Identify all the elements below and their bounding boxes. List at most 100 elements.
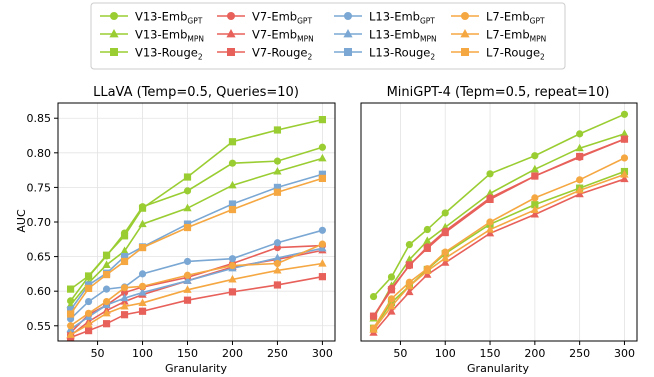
- data-point: [84, 327, 93, 335]
- data-point: [138, 219, 147, 228]
- data-point: [273, 188, 282, 196]
- data-point: [576, 176, 584, 184]
- data-point: [228, 180, 237, 189]
- data-point: [183, 276, 192, 284]
- data-point: [318, 153, 327, 162]
- data-point: [84, 272, 93, 280]
- data-point: [102, 297, 111, 306]
- data-point: [620, 170, 629, 178]
- data-point: [575, 143, 584, 152]
- legend-item: L7-Rouge2: [451, 46, 545, 62]
- x-tick-label: 50: [393, 347, 407, 360]
- data-point: [318, 259, 327, 267]
- legend-label: L13-EmbMPN: [369, 28, 437, 44]
- data-point: [387, 273, 396, 281]
- data-point: [530, 164, 539, 173]
- panel-title: MiniGPT-4 (Tepm=0.5, repeat=10): [387, 85, 610, 100]
- x-tick-label: 250: [267, 347, 288, 360]
- data-point: [441, 248, 449, 256]
- data-point: [441, 209, 449, 217]
- legend-label: V7-Rouge2: [252, 46, 313, 62]
- legend-marker: [344, 12, 352, 20]
- data-point: [530, 209, 539, 218]
- data-point: [84, 297, 93, 306]
- legend-marker: [343, 29, 353, 38]
- legend-marker: [110, 12, 118, 20]
- data-point: [120, 252, 129, 261]
- y-tick-label: 0.60: [27, 285, 52, 298]
- legend-label: V7-EmbGPT: [252, 10, 312, 26]
- data-point: [120, 257, 129, 266]
- x-tick-label: 150: [177, 347, 198, 360]
- legend-label: V13-EmbGPT: [135, 10, 203, 26]
- data-point: [138, 288, 147, 296]
- data-point: [531, 194, 539, 202]
- x-tick-label: 200: [524, 347, 545, 360]
- x-axis-label: Granularity: [467, 362, 529, 375]
- legend-item: V13-EmbGPT: [100, 10, 203, 26]
- data-point: [138, 204, 147, 212]
- legend-item: L13-EmbMPN: [334, 28, 437, 44]
- y-tick-label: 0.75: [27, 181, 52, 194]
- y-tick-label: 0.55: [27, 320, 52, 333]
- legend-item: V13-EmbMPN: [100, 28, 204, 44]
- data-point: [575, 185, 584, 194]
- legend-label: V13-EmbMPN: [135, 28, 204, 44]
- data-point: [423, 244, 431, 252]
- data-point: [387, 295, 396, 303]
- data-point: [183, 173, 192, 181]
- data-point: [485, 188, 495, 197]
- data-point: [273, 183, 282, 192]
- data-point: [486, 195, 494, 204]
- series-line: [372, 178, 625, 334]
- data-point: [423, 225, 431, 234]
- legend-label: L13-EmbGPT: [369, 10, 435, 26]
- y-tick-label: 0.80: [27, 147, 52, 160]
- series-group: [66, 116, 327, 342]
- legend-item: L13-EmbGPT: [334, 10, 435, 26]
- data-point: [441, 253, 450, 262]
- data-point: [138, 270, 147, 278]
- data-point: [423, 236, 432, 244]
- data-point: [486, 218, 494, 226]
- data-point: [620, 154, 629, 162]
- data-point: [102, 251, 111, 259]
- data-point: [66, 285, 75, 293]
- legend-item: V13-Rouge2: [100, 46, 203, 62]
- data-point: [369, 312, 378, 320]
- series-line: [372, 173, 625, 331]
- data-point: [318, 116, 327, 124]
- data-point: [531, 172, 539, 180]
- legend-label: L7-EmbGPT: [486, 10, 545, 26]
- x-tick-label: 100: [435, 347, 456, 360]
- legend-label: L7-Rouge2: [486, 46, 545, 62]
- data-point: [138, 282, 147, 290]
- data-point: [228, 138, 237, 146]
- data-point: [273, 239, 282, 247]
- data-point: [228, 200, 237, 208]
- data-point: [183, 271, 192, 279]
- data-point: [138, 243, 147, 252]
- legend-marker: [226, 29, 236, 38]
- legend-label: L7-EmbMPN: [486, 28, 546, 44]
- data-point: [183, 285, 192, 293]
- data-point: [318, 226, 327, 234]
- y-tick-label: 0.85: [27, 112, 52, 125]
- data-point: [228, 288, 237, 296]
- data-point: [369, 292, 378, 301]
- data-point: [620, 174, 629, 183]
- data-point: [102, 285, 111, 293]
- data-point: [66, 330, 75, 338]
- legend-item: L7-EmbMPN: [451, 28, 546, 44]
- data-point: [183, 257, 192, 266]
- data-point: [486, 170, 494, 178]
- data-point: [405, 281, 414, 290]
- panel-title: LLaVA (Temp=0.5, Queries=10): [93, 85, 299, 100]
- data-point: [441, 228, 449, 237]
- data-point: [620, 110, 629, 118]
- y-axis-label: AUC: [15, 209, 28, 233]
- data-point: [228, 261, 237, 270]
- legend-marker: [109, 29, 119, 38]
- data-point: [387, 307, 396, 315]
- plot-frame: [360, 102, 638, 342]
